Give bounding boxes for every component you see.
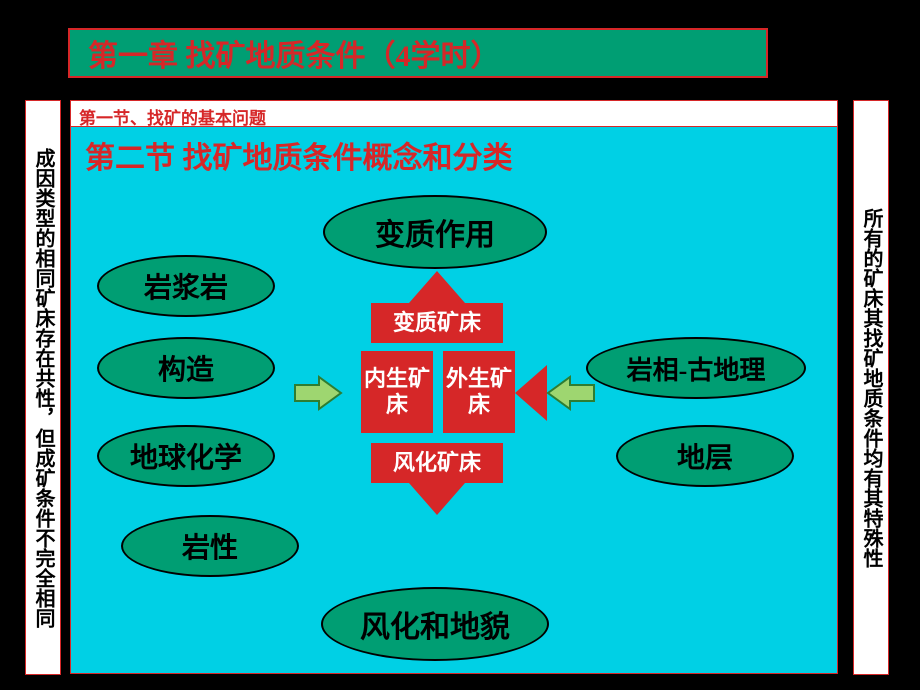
- diagram-panel: 第二节 找矿地质条件概念和分类 变质作用 风化和地貌 岩浆岩 构造 地球化学 岩…: [70, 126, 838, 674]
- ellipse-l1: 岩浆岩: [97, 255, 275, 317]
- center-top-box: 变质矿床: [371, 303, 503, 343]
- ellipse-bottom-label: 风化和地貌: [360, 602, 510, 646]
- center-right-label: 外生矿床: [443, 366, 515, 419]
- ellipse-top-label: 变质作用: [375, 210, 495, 254]
- ellipse-l4: 岩性: [121, 515, 299, 577]
- center-bottom-label: 风化矿床: [393, 450, 481, 476]
- ellipse-l1-label: 岩浆岩: [144, 266, 228, 306]
- chapter-title-bar: 第一章 找矿地质条件（4学时）: [68, 28, 768, 78]
- arrow-up-icon: [409, 271, 465, 303]
- right-vertical-text: 所有的矿床其找矿地质条件均有其特殊性: [853, 100, 889, 675]
- arrow-right-green-icon: [293, 373, 343, 413]
- ellipse-l3: 地球化学: [97, 425, 275, 487]
- ellipse-r1: 岩相-古地理: [586, 337, 806, 399]
- ellipse-bottom: 风化和地貌: [321, 587, 549, 661]
- arrow-left-red-icon: [515, 365, 547, 421]
- ellipse-l2-label: 构造: [158, 348, 214, 388]
- left-vertical-text: 成因类型的相同矿床存在共性，但成矿条件不完全相同: [25, 100, 61, 675]
- left-vertical-text-content: 成因类型的相同矿床存在共性，但成矿条件不完全相同: [32, 148, 54, 628]
- right-vertical-text-content: 所有的矿床其找矿地质条件均有其特殊性: [860, 208, 882, 568]
- center-left-box: 内生矿床: [361, 351, 433, 433]
- arrow-left-green-icon: [546, 373, 596, 413]
- ellipse-r2: 地层: [616, 425, 794, 487]
- ellipse-top: 变质作用: [323, 195, 547, 269]
- section2-title-text: 第二节 找矿地质条件概念和分类: [85, 142, 513, 175]
- center-bottom-box: 风化矿床: [371, 443, 503, 483]
- ellipse-r2-label: 地层: [677, 436, 733, 476]
- ellipse-l4-label: 岩性: [182, 526, 238, 566]
- ellipse-l3-label: 地球化学: [130, 436, 242, 476]
- arrow-down-icon: [409, 483, 465, 515]
- ellipse-l2: 构造: [97, 337, 275, 399]
- center-left-label: 内生矿床: [361, 366, 433, 419]
- center-top-label: 变质矿床: [393, 310, 481, 336]
- ellipse-r1-label: 岩相-古地理: [627, 350, 766, 387]
- chapter-title-text: 第一章 找矿地质条件（4学时）: [88, 31, 501, 75]
- section1-header: 第一节、找矿的基本问题: [70, 100, 838, 126]
- section2-title: 第二节 找矿地质条件概念和分类: [85, 133, 513, 177]
- center-right-box: 外生矿床: [443, 351, 515, 433]
